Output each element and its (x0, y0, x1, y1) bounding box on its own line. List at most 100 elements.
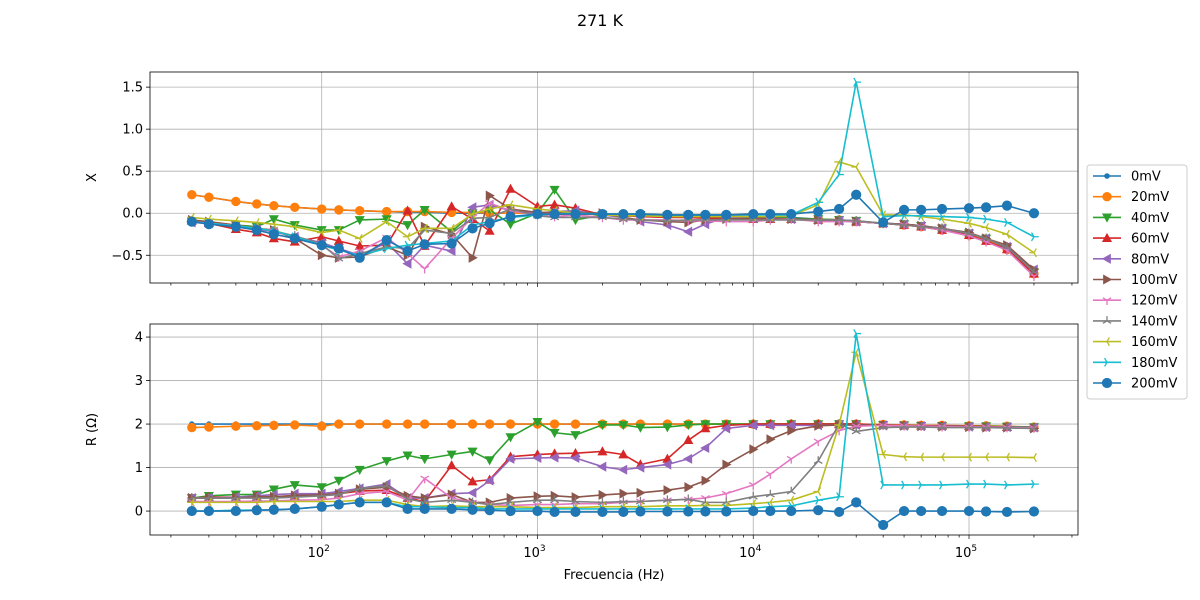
data-point (419, 223, 428, 233)
x-axis-label: Frecuencia (Hz) (564, 568, 665, 583)
data-point (402, 419, 413, 429)
data-point (662, 495, 672, 504)
data-point (317, 491, 327, 499)
data-point (598, 489, 608, 501)
data-point (570, 506, 581, 518)
legend-label: 80mV (1131, 252, 1169, 267)
data-point (402, 221, 413, 231)
data-point (721, 423, 731, 434)
data-point (467, 447, 478, 457)
data-point (619, 488, 629, 499)
data-point (1001, 506, 1013, 518)
legend-label: 160mV (1131, 335, 1177, 350)
data-point (748, 482, 758, 490)
data-point (966, 479, 974, 489)
y-tick-label: 0.0 (122, 207, 143, 222)
series-line (191, 501, 1034, 526)
data-point (269, 200, 279, 211)
legend-item: 100mV (1093, 273, 1177, 288)
data-point (851, 189, 862, 200)
data-point (446, 238, 457, 249)
data-point (251, 505, 262, 516)
data-point (1030, 232, 1039, 242)
r-panel-y-label: R (Ω) (85, 413, 100, 446)
data-point (700, 423, 711, 433)
data-point (787, 425, 797, 436)
x-panel-grid (150, 72, 1078, 283)
legend-label: 120mV (1131, 294, 1177, 309)
r-panel-series (186, 329, 1040, 531)
data-point (898, 505, 910, 517)
data-point (549, 506, 560, 518)
data-point (381, 457, 392, 467)
data-point (597, 421, 608, 431)
data-point (505, 200, 514, 210)
data-point (765, 420, 775, 431)
data-point (663, 485, 673, 496)
data-point (748, 505, 759, 517)
data-point (204, 192, 214, 202)
data-point (446, 503, 457, 514)
data-point (252, 199, 262, 209)
y-tick-label: 1 (135, 461, 143, 476)
data-point (636, 487, 646, 498)
data-point (381, 235, 392, 246)
data-point (963, 203, 975, 214)
data-point (1004, 480, 1012, 490)
data-point (269, 497, 277, 507)
data-point (899, 452, 908, 462)
data-point (420, 475, 430, 484)
data-point (505, 505, 516, 517)
data-point (765, 505, 776, 517)
data-point (1029, 248, 1037, 258)
data-point (814, 420, 824, 431)
data-point (966, 212, 974, 222)
data-point (316, 483, 327, 493)
data-point (381, 497, 392, 508)
data-point (467, 504, 478, 515)
data-point (700, 209, 711, 221)
legend-label: 140mV (1131, 314, 1177, 329)
y-tick-label: 0 (135, 505, 143, 520)
data-point (532, 208, 543, 220)
legend-marker (1102, 316, 1112, 324)
x-tick-base: 10 (955, 546, 972, 561)
data-point (700, 442, 710, 454)
data-point (1002, 229, 1010, 239)
data-point (549, 428, 560, 438)
x-tick-exponent: 4 (756, 544, 762, 554)
series-line (191, 193, 1035, 259)
y-tick-label: 4 (135, 331, 143, 346)
data-point (447, 495, 457, 504)
y-tick-label: 2 (135, 418, 143, 433)
data-point (420, 265, 430, 274)
data-point (836, 492, 844, 502)
y-tick-label: 3 (135, 374, 143, 389)
data-point (834, 420, 843, 430)
data-point (683, 209, 694, 221)
legend-label: 200mV (1131, 377, 1177, 392)
data-point (446, 201, 457, 211)
data-point (268, 504, 279, 515)
legend-item: 120mV (1093, 294, 1177, 309)
legend-item: 60mV (1093, 232, 1169, 247)
data-point (1028, 208, 1040, 219)
data-point (786, 455, 796, 464)
data-point (290, 420, 300, 430)
data-point (766, 434, 776, 445)
data-point (983, 479, 991, 489)
legend-label: 0mV (1131, 170, 1161, 185)
data-point (549, 419, 560, 429)
data-point (834, 215, 844, 223)
data-point (269, 493, 279, 501)
data-point (683, 421, 694, 431)
legend-marker (1103, 274, 1113, 285)
y-tick-label: −0.5 (111, 249, 143, 264)
data-point (252, 421, 262, 431)
data-point (786, 505, 797, 517)
legend-marker (1102, 192, 1112, 202)
legend-item: 180mV (1093, 356, 1177, 371)
data-point (289, 222, 298, 232)
data-point (532, 495, 542, 504)
